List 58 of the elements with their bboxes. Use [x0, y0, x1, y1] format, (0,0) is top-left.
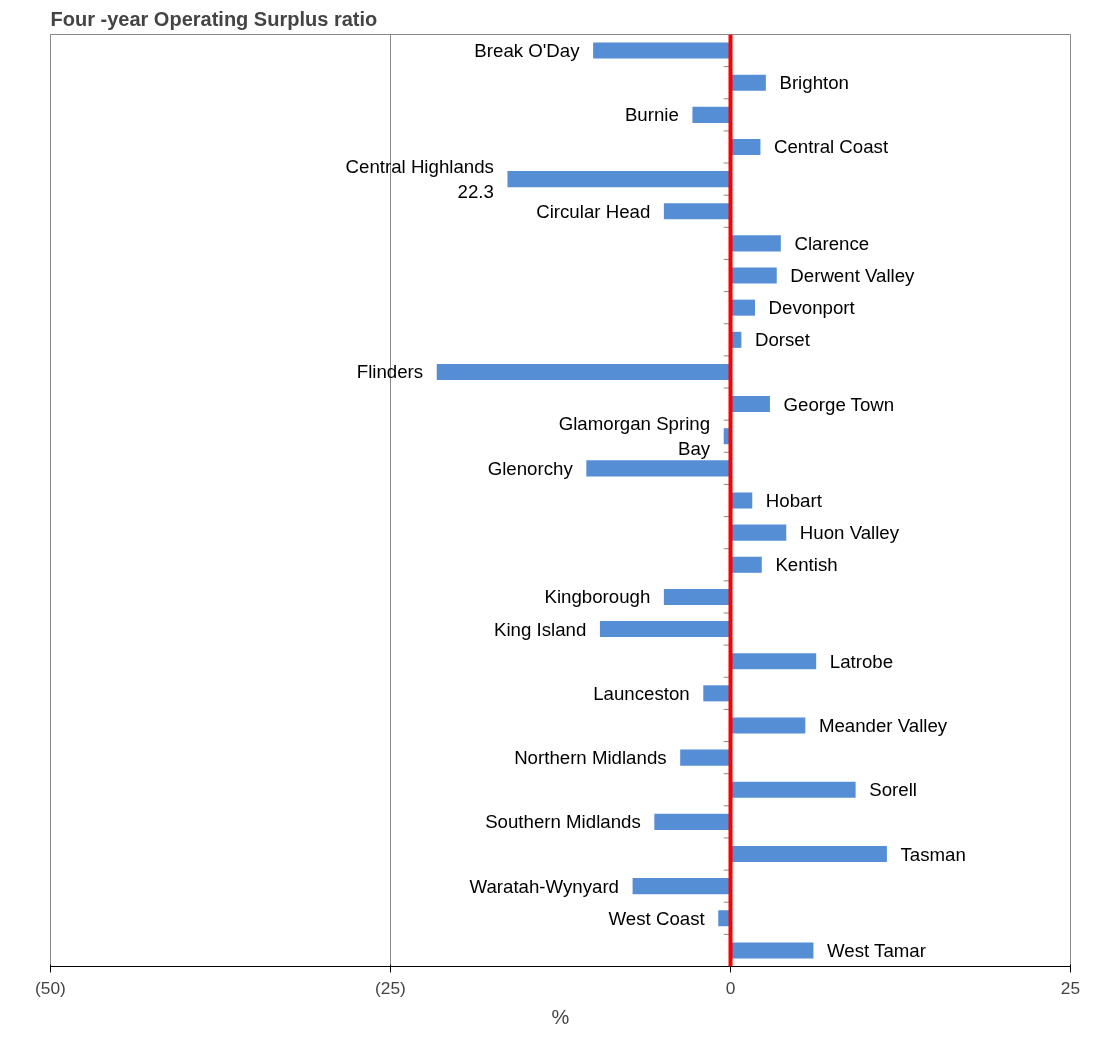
chart-title: Four -year Operating Surplus ratio: [50, 7, 378, 30]
bar: [730, 396, 770, 413]
y-tick-label: Huon Valley: [799, 522, 900, 544]
bar: [680, 749, 731, 766]
bar: [730, 524, 787, 541]
y-tick-label: Waratah-Wynyard: [469, 875, 619, 897]
bar: [663, 588, 731, 605]
y-tick-label: West Tamar: [827, 939, 926, 961]
x-axis-title: %: [551, 1005, 570, 1028]
bar: [632, 878, 731, 895]
x-tick-label: (25): [375, 977, 406, 998]
bar: [507, 171, 731, 188]
bar: [586, 460, 731, 477]
bar: [703, 685, 731, 702]
y-tick-label: Burnie: [624, 104, 679, 126]
x-tick-label: 0: [725, 977, 736, 998]
bar: [730, 942, 814, 959]
y-tick-label: Meander Valley: [818, 714, 948, 736]
y-tick-label: Central Highlands 22.3: [345, 156, 494, 203]
y-tick-label: Brighton: [779, 72, 849, 94]
y-tick-label: Clarence: [794, 232, 870, 254]
x-tick-label: 25: [1060, 977, 1081, 998]
y-tick-label: Latrobe: [829, 650, 894, 672]
y-tick-label: Tasman: [900, 843, 966, 865]
y-tick-label: Devonport: [768, 297, 856, 319]
y-tick-label: George Town: [783, 393, 895, 415]
bar: [654, 813, 731, 830]
bar: [730, 781, 856, 798]
y-tick-label: Flinders: [356, 361, 424, 383]
bar: [730, 653, 817, 670]
y-tick-label: Southern Midlands: [485, 811, 641, 833]
bar: [730, 556, 762, 573]
y-tick-label: Dorset: [754, 329, 811, 351]
y-tick-label: Northern Midlands: [514, 747, 667, 769]
bar: [599, 621, 731, 638]
y-tick-label: Glamorgan Spring Bay: [558, 413, 711, 460]
bar: [730, 267, 777, 284]
y-tick-label: West Coast: [608, 907, 706, 929]
y-tick-label: King Island: [494, 618, 587, 640]
y-tick-label: Launceston: [593, 682, 690, 704]
y-tick-label: Derwent Valley: [790, 265, 916, 287]
y-tick-label: Break O'Day: [474, 40, 581, 62]
bar: [663, 203, 731, 220]
y-tick-label: Kentish: [775, 554, 838, 576]
bar: [593, 42, 731, 59]
bar: [730, 845, 887, 863]
bar: [730, 235, 781, 252]
y-tick-label: Glenorchy: [487, 457, 574, 479]
y-tick-label: Sorell: [869, 779, 917, 801]
y-tick-label: Kingborough: [544, 586, 651, 608]
y-tick-label: Circular Head: [536, 200, 651, 222]
bar: [730, 74, 766, 91]
y-tick-label: Central Coast: [774, 136, 889, 158]
bar: [730, 717, 806, 734]
bar: [692, 106, 731, 123]
y-tick-label: Hobart: [765, 490, 823, 511]
x-tick-label: (50): [35, 977, 66, 998]
bar: [436, 363, 731, 380]
